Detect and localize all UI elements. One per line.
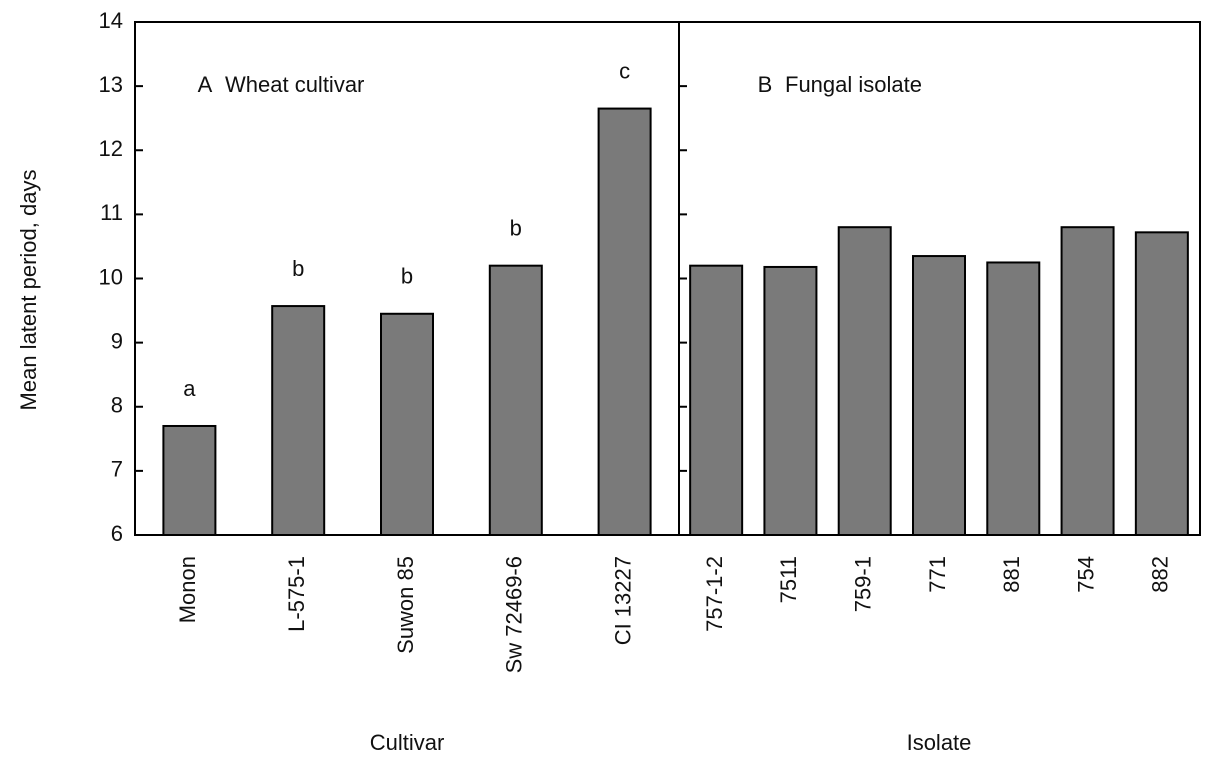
y-tick-label: 13: [99, 72, 123, 97]
bar: [162, 424, 217, 536]
bar: [912, 255, 966, 536]
significance-letter: c: [619, 58, 630, 83]
bar: [1134, 231, 1189, 537]
x-tick-label: 757-1-2: [702, 556, 727, 632]
bar: [689, 264, 744, 536]
y-tick-label: 8: [111, 393, 123, 418]
bar: [380, 312, 434, 536]
y-axis-title: Mean latent period, days: [16, 170, 41, 411]
panel-letter: B: [758, 72, 773, 97]
x-tick-label: CI 13227: [610, 556, 635, 645]
y-tick-label: 11: [100, 200, 123, 225]
significance-letter: b: [401, 264, 413, 289]
bar: [597, 107, 652, 536]
y-tick-label: 6: [111, 521, 123, 546]
bar: [986, 261, 1041, 536]
x-tick-label: L-575-1: [284, 556, 309, 632]
x-tick-label: 754: [1073, 556, 1098, 593]
bar: [1060, 226, 1115, 536]
y-tick-label: 10: [99, 264, 123, 289]
x-tick-label: Monon: [175, 556, 200, 623]
panel-title: Fungal isolate: [785, 72, 922, 97]
significance-letter: a: [183, 376, 196, 401]
bar: [763, 265, 818, 536]
x-axis-title: Isolate: [907, 730, 972, 755]
x-tick-label: Suwon 85: [393, 556, 418, 654]
bar: [837, 226, 892, 536]
bar: [488, 264, 543, 536]
x-tick-label: 882: [1148, 556, 1173, 593]
significance-letter: b: [510, 215, 522, 240]
y-tick-label: 12: [99, 136, 123, 161]
x-tick-label: 7511: [776, 556, 801, 603]
x-tick-label: 759-1: [851, 556, 876, 612]
y-tick-label: 9: [111, 328, 123, 353]
y-tick-label: 14: [99, 8, 123, 33]
x-tick-label: Sw 72469-6: [502, 556, 527, 673]
x-tick-label: 771: [925, 556, 950, 593]
x-axis-title: Cultivar: [370, 730, 445, 755]
x-tick-label: 881: [999, 556, 1024, 593]
significance-letter: b: [292, 256, 304, 281]
bar: [271, 305, 326, 537]
panel-title: Wheat cultivar: [225, 72, 364, 97]
panel-letter: A: [198, 72, 213, 97]
y-tick-label: 7: [111, 457, 123, 482]
